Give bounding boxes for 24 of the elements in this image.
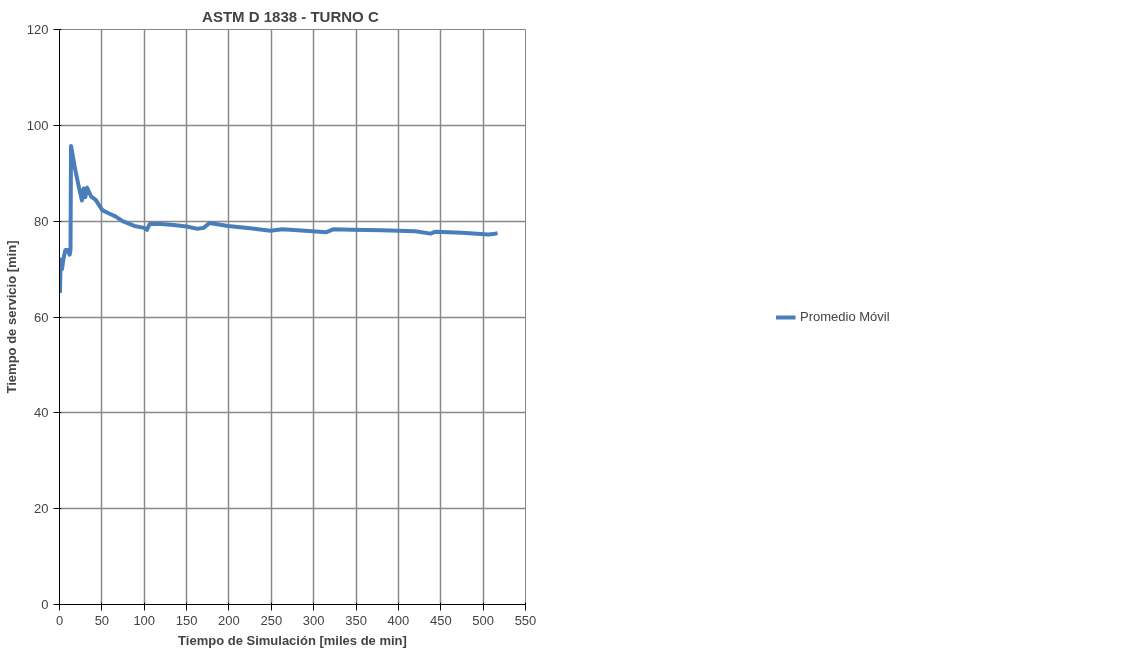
x-tick-label: 250 (260, 612, 283, 628)
x-tick-label: 200 (218, 612, 240, 628)
x-tick-label: 400 (387, 612, 410, 628)
y-tick-label: 80 (34, 213, 49, 229)
y-tick-label: 20 (34, 501, 49, 517)
y-tick-label: 120 (26, 22, 49, 37)
x-tick-label: 50 (94, 612, 110, 628)
x-tick-label: 450 (429, 612, 452, 628)
x-tick-label: 150 (175, 612, 198, 628)
y-tick-label: 40 (34, 405, 49, 421)
y-tick-label: 100 (26, 117, 49, 133)
x-tick-label: 100 (133, 612, 156, 628)
y-tick-label: 60 (34, 309, 49, 325)
x-axis-title: Tiempo de Simulación [miles de min] (178, 632, 407, 648)
line-series (59, 143, 500, 296)
y-axis-title: Tiempo de servicio [min] (3, 240, 19, 394)
x-tick-label: 300 (302, 612, 325, 628)
legend-label: Promedio Móvil (800, 309, 890, 324)
chart-title: ASTM D 1838 - TURNO C (202, 7, 379, 25)
x-tick-label: 350 (345, 612, 367, 628)
x-tick-label: 500 (472, 612, 494, 628)
x-tick-label: 550 (514, 612, 537, 628)
x-tick-label: 0 (55, 612, 64, 628)
y-tick-label: 0 (41, 597, 49, 612)
